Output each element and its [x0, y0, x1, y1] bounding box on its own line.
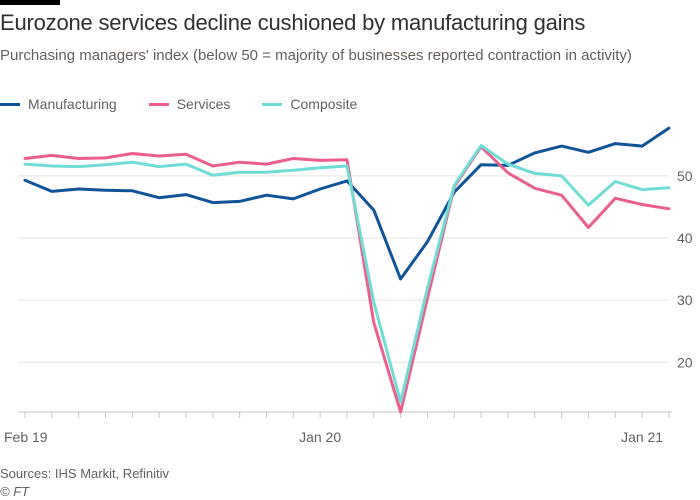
series-line-manufacturing	[23, 126, 671, 281]
legend-label: Manufacturing	[28, 96, 117, 112]
legend-item-composite: Composite	[262, 96, 357, 112]
series-lines	[23, 126, 671, 414]
legend-item-manufacturing: Manufacturing	[0, 96, 117, 112]
chart-title: Eurozone services decline cushioned by m…	[0, 10, 586, 35]
x-tick-label: Jan 20	[299, 429, 341, 445]
y-tick-label: 20	[677, 354, 693, 370]
copyright: © FT	[0, 484, 30, 499]
legend-swatch-manufacturing	[0, 102, 20, 106]
source-note: Sources: IHS Markit, Refinitiv	[0, 466, 170, 481]
legend-label: Composite	[290, 96, 358, 112]
y-tick-label: 50	[677, 168, 693, 184]
legend: Manufacturing Services Composite	[0, 96, 389, 112]
legend-swatch-composite	[262, 102, 283, 106]
x-tick-label: Jan 21	[621, 429, 663, 445]
brand-bar	[0, 0, 60, 5]
y-tick-label: 40	[677, 230, 693, 246]
chart-subtitle: Purchasing managers' index (below 50 = m…	[0, 47, 632, 64]
series-line-services	[23, 145, 671, 414]
legend-item-services: Services	[148, 96, 231, 112]
legend-swatch-services	[148, 102, 169, 106]
series-line-composite	[23, 144, 671, 404]
x-tick-label: Feb 19	[4, 429, 48, 445]
y-tick-label: 30	[677, 292, 693, 308]
legend-label: Services	[176, 96, 231, 112]
x-axis: Feb 19 Jan 20 Jan 21	[4, 411, 672, 445]
y-axis-ticks: 20 30 40 50	[677, 168, 693, 370]
